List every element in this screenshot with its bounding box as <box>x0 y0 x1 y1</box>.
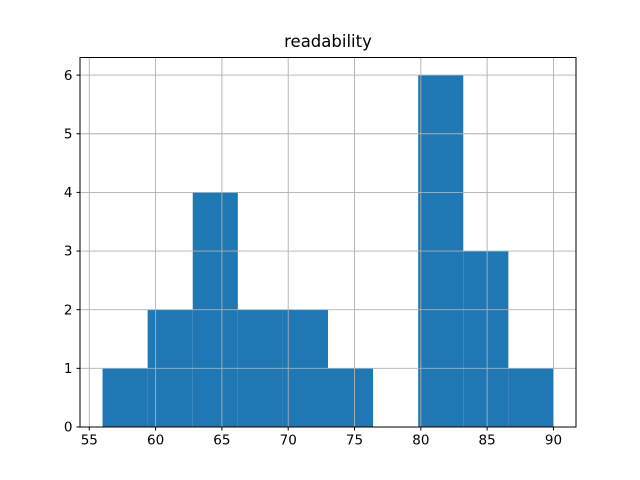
chart-title: readability <box>284 32 372 51</box>
y-tick-label: 6 <box>64 68 73 84</box>
x-tick-label: 85 <box>479 433 496 449</box>
x-tick-label: 75 <box>346 433 363 449</box>
x-tick-label: 60 <box>147 433 164 449</box>
histogram-bar <box>508 368 554 427</box>
y-tick-label: 0 <box>64 420 73 436</box>
y-tick-label: 2 <box>64 302 73 318</box>
x-tick-label: 70 <box>280 433 297 449</box>
axes-frame <box>79 57 577 428</box>
x-tick-label: 55 <box>81 433 98 449</box>
x-tick-label: 90 <box>545 433 562 449</box>
y-tick-label: 5 <box>64 126 73 142</box>
y-tick-label: 1 <box>64 361 73 377</box>
y-tick-label: 4 <box>64 185 73 201</box>
histogram-bar <box>102 368 148 427</box>
y-tick-label: 3 <box>64 244 73 260</box>
histogram-bar <box>463 251 509 427</box>
x-tick-label: 80 <box>412 433 429 449</box>
x-tick-label: 65 <box>213 433 230 449</box>
histogram-bar <box>328 368 374 427</box>
